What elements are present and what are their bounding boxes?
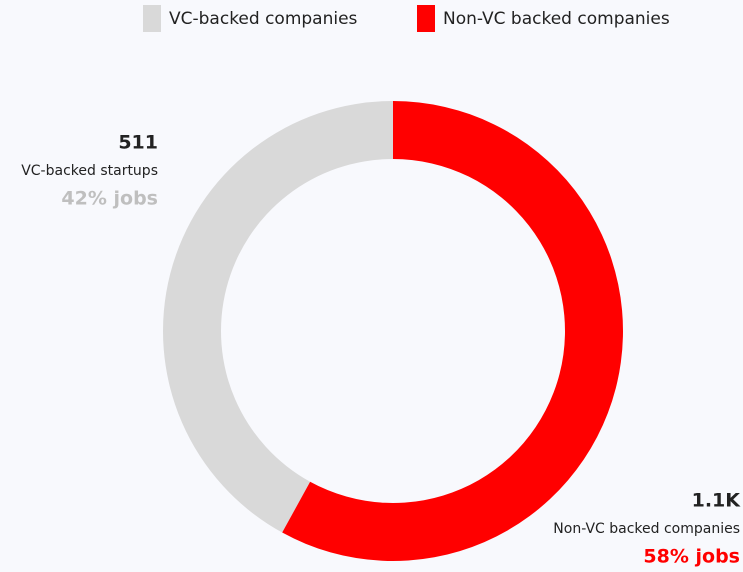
legend-label: VC-backed companies xyxy=(169,9,358,29)
count-label: 511 xyxy=(118,132,158,154)
donut-segment xyxy=(163,101,393,533)
legend-label: Non-VC backed companies xyxy=(443,9,670,29)
segment-label: Non-VC backed companies xyxy=(553,521,740,537)
legend-swatch xyxy=(143,5,161,32)
legend-swatch xyxy=(417,5,435,32)
value-label: 58% jobs xyxy=(643,546,740,568)
value-label: 42% jobs xyxy=(61,188,158,210)
segment-label: VC-backed startups xyxy=(21,163,158,179)
donut-segment xyxy=(282,101,624,561)
count-label: 1.1K xyxy=(692,490,742,512)
